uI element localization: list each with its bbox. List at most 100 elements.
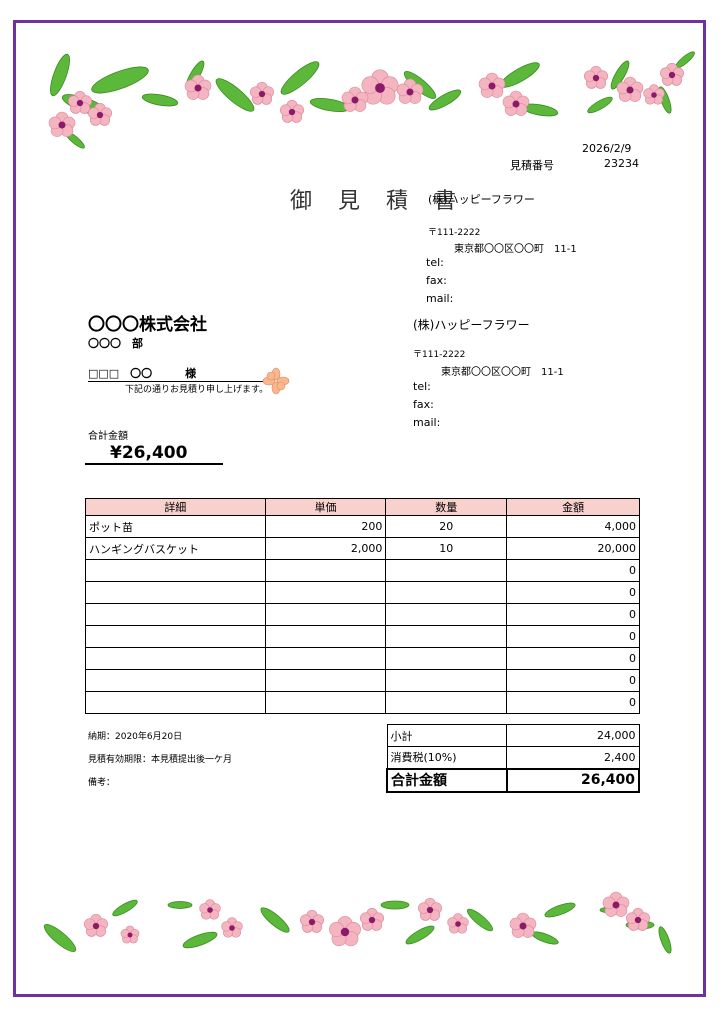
flower-center xyxy=(592,74,600,82)
sender-tel-overlap: tel: xyxy=(426,256,444,269)
flower-icon xyxy=(583,65,608,89)
flower-icon xyxy=(418,898,442,921)
header-detail: 詳細 xyxy=(85,498,266,516)
flower-icon xyxy=(120,925,140,944)
leaf-icon xyxy=(112,899,138,917)
flower-icon xyxy=(199,899,221,920)
sender-name-overlap: (株)ハッピーフラワー xyxy=(428,193,535,206)
tax-row: 消費税(10%) 2,400 xyxy=(386,746,640,769)
flower-icon xyxy=(361,69,399,105)
petal xyxy=(583,70,596,82)
cell-unit-price xyxy=(264,581,387,604)
cell-amount: 0 xyxy=(506,647,640,670)
leaf-icon xyxy=(544,902,576,918)
flower-center xyxy=(612,901,620,909)
table-header: 詳細 単価 数量 金額 xyxy=(85,498,640,516)
leaf-icon xyxy=(167,901,193,909)
header-amount: 金額 xyxy=(506,498,640,516)
subtotal-value: 24,000 xyxy=(506,724,640,747)
cell-quantity xyxy=(385,691,508,714)
flower-center xyxy=(340,927,350,937)
cell-unit-price xyxy=(264,625,387,648)
quote-number: 23234 xyxy=(604,157,639,170)
flower-center xyxy=(351,96,359,104)
flower-icon xyxy=(447,913,469,934)
page-border xyxy=(13,20,706,997)
table-row: 0 xyxy=(85,647,640,670)
sender-fax-overlap: fax: xyxy=(426,274,447,287)
flower-icon xyxy=(250,81,274,105)
client-person: □□□ 〇〇 様 xyxy=(88,365,270,382)
flower-icon xyxy=(659,62,684,86)
flower-center xyxy=(519,922,527,930)
flower-center xyxy=(207,907,213,913)
flower-center xyxy=(229,925,235,931)
table-row: 0 xyxy=(85,625,640,648)
cell-amount: 0 xyxy=(506,691,640,714)
leaf-icon xyxy=(610,60,630,90)
tax-label: 消費税(10%) xyxy=(386,746,508,769)
cell-detail: ハンギングバスケット xyxy=(85,537,266,560)
cell-quantity xyxy=(385,647,508,670)
cell-amount: 4,000 xyxy=(506,515,640,538)
sender-name: (株)ハッピーフラワー xyxy=(413,318,530,332)
table-row: ポット苗 200 20 4,000 xyxy=(85,515,640,538)
sender-address-overlap: 東京都〇〇区〇〇町 11-1 xyxy=(454,244,577,255)
cell-amount: 0 xyxy=(506,669,640,692)
total-label: 合計金額 xyxy=(88,431,128,442)
flower-icon xyxy=(478,72,506,98)
cell-detail: ポット苗 xyxy=(85,515,266,538)
flower-center xyxy=(512,100,520,108)
cell-detail xyxy=(85,603,266,626)
flower-icon xyxy=(83,913,109,937)
leaf-icon xyxy=(215,78,255,112)
flower-center xyxy=(368,916,376,924)
petal xyxy=(67,95,80,107)
greeting: 下記の通りお見積り申し上げます。 xyxy=(125,385,269,395)
sender-mail: mail: xyxy=(413,416,441,429)
cell-unit-price: 200 xyxy=(264,515,387,538)
flower-icon xyxy=(616,76,644,102)
sender-mail-overlap: mail: xyxy=(426,292,454,305)
flower-center xyxy=(651,92,657,98)
cell-unit-price xyxy=(264,603,387,626)
cell-unit-price xyxy=(264,669,387,692)
cell-quantity xyxy=(385,625,508,648)
summary-table: 小計 24,000 消費税(10%) 2,400 合計金額 26,400 xyxy=(386,724,641,793)
remarks: 備考： xyxy=(88,778,116,788)
validity-period: 見積有効期限：本見積提出後一ケ月 xyxy=(88,755,233,765)
petal xyxy=(659,67,672,79)
flower-icon xyxy=(221,917,243,938)
table-row: ハンギングバスケット 2,000 10 20,000 xyxy=(85,537,640,560)
flower-center xyxy=(76,99,84,107)
cell-quantity xyxy=(385,559,508,582)
subtotal-row: 小計 24,000 xyxy=(386,724,640,747)
leaf-icon xyxy=(466,908,494,932)
flower-icon xyxy=(625,908,650,931)
cell-amount: 20,000 xyxy=(506,537,640,560)
delivery-date: 納期：2020年6月20日 xyxy=(88,732,183,742)
grand-total-label: 合計金額 xyxy=(386,767,508,793)
flower-center xyxy=(634,916,642,924)
flower-icon xyxy=(360,908,384,931)
table-row: 0 xyxy=(85,691,640,714)
client-company: 〇〇〇株式会社 xyxy=(88,315,207,335)
cell-quantity xyxy=(385,669,508,692)
flower-icon xyxy=(280,99,304,123)
small-flower-icon xyxy=(262,367,290,395)
total-amount: ¥26,400 xyxy=(85,443,223,465)
flower-center xyxy=(455,921,461,927)
header-quantity: 数量 xyxy=(385,498,508,516)
flower-center xyxy=(96,111,104,119)
leaf-icon xyxy=(182,931,218,949)
cell-unit-price xyxy=(264,647,387,670)
leaf-icon xyxy=(260,907,290,933)
cell-quantity: 20 xyxy=(385,515,508,538)
leaf-icon xyxy=(91,66,149,94)
tax-value: 2,400 xyxy=(506,746,640,769)
cell-detail xyxy=(85,581,266,604)
subtotal-label: 小計 xyxy=(386,724,508,747)
flower-center xyxy=(375,83,385,93)
quote-number-label: 見積番号 xyxy=(510,159,554,172)
